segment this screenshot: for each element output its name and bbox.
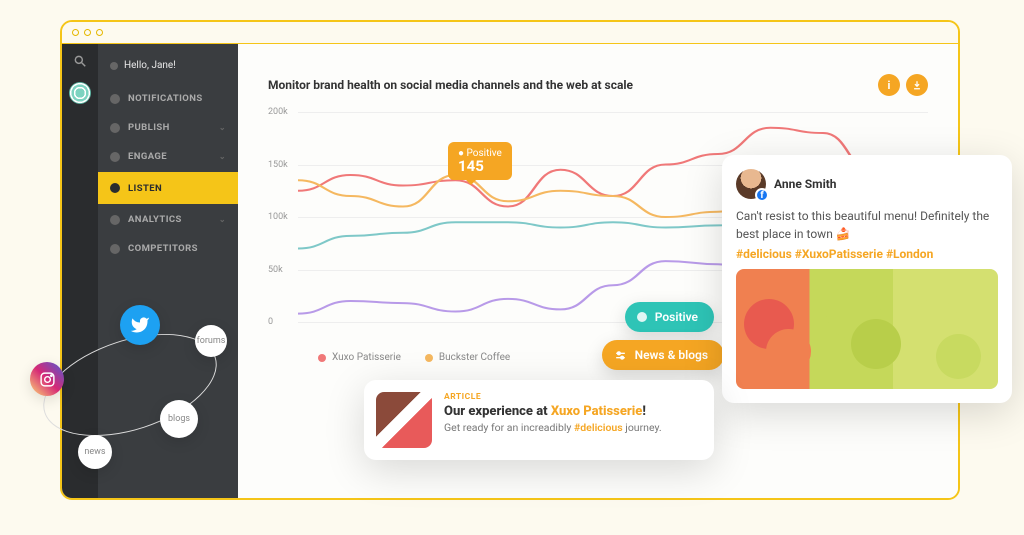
y-tick: 150k <box>268 160 288 170</box>
article-card[interactable]: ARTICLE Our experience at Xuxo Patisseri… <box>364 380 714 460</box>
nav-label: COMPETITORS <box>128 243 198 254</box>
facebook-badge-icon: f <box>755 188 769 202</box>
engage-icon <box>110 152 120 162</box>
post-avatar: f <box>736 169 766 199</box>
tooltip-value: 145 <box>458 159 502 174</box>
instagram-bubble[interactable] <box>30 362 64 396</box>
legend-item[interactable]: Xuxo Patisserie <box>318 352 401 363</box>
post-body: Can't resist to this beautiful menu! Def… <box>736 207 998 243</box>
chevron-down-icon: ⌄ <box>219 123 226 132</box>
traffic-light-close[interactable] <box>72 29 79 36</box>
y-tick: 0 <box>268 317 273 327</box>
bubble-label: news <box>84 447 105 457</box>
legend-item[interactable]: Buckster Coffee <box>425 352 510 363</box>
bell-icon <box>110 94 120 104</box>
nav-label: LISTEN <box>128 183 162 194</box>
y-tick: 200k <box>268 107 288 117</box>
chevron-down-icon: ⌄ <box>219 215 226 224</box>
greeting: Hello, Jane! <box>98 54 238 83</box>
post-image <box>736 269 998 389</box>
user-status-dot <box>110 62 118 70</box>
source-pill-news[interactable]: News & blogs <box>602 340 724 370</box>
legend-label: Xuxo Patisserie <box>332 352 401 363</box>
bubble-label: blogs <box>168 414 190 424</box>
twitter-bubble[interactable] <box>120 305 160 345</box>
info-button[interactable]: i <box>878 74 900 96</box>
nav-notifications[interactable]: NOTIFICATIONS <box>98 85 238 112</box>
nav-engage[interactable]: ENGAGE ⌄ <box>98 143 238 170</box>
article-title: Our experience at Xuxo Patisserie! <box>444 404 702 419</box>
nav-analytics[interactable]: ANALYTICS ⌄ <box>98 206 238 233</box>
nav-label: ENGAGE <box>128 151 167 162</box>
news-bubble[interactable]: news <box>78 435 112 469</box>
nav-label: PUBLISH <box>128 122 170 133</box>
download-button[interactable] <box>906 74 928 96</box>
analytics-icon <box>110 215 120 225</box>
traffic-light-min[interactable] <box>84 29 91 36</box>
y-tick: 50k <box>268 265 283 275</box>
avatar-icon[interactable] <box>69 82 91 104</box>
traffic-light-max[interactable] <box>96 29 103 36</box>
dot-icon <box>637 312 647 322</box>
post-hashtags: #delicious #XuxoPatisserie #London <box>736 247 998 261</box>
greeting-text: Hello, Jane! <box>124 60 176 71</box>
nav-publish[interactable]: PUBLISH ⌄ <box>98 114 238 141</box>
legend-dot <box>425 354 433 362</box>
window-titlebar <box>62 22 958 44</box>
sliders-icon <box>614 349 627 362</box>
publish-icon <box>110 123 120 133</box>
forums-bubble[interactable]: forums <box>195 325 227 357</box>
sentiment-pill-positive[interactable]: Positive <box>625 302 714 332</box>
article-subtitle: Get ready for an increadibly #delicious … <box>444 421 702 434</box>
y-tick: 100k <box>268 212 288 222</box>
legend-label: Buckster Coffee <box>439 352 510 363</box>
pill-label: Positive <box>655 310 698 324</box>
social-post-card[interactable]: f Anne Smith Can't resist to this beauti… <box>722 155 1012 403</box>
article-thumbnail <box>376 392 432 448</box>
legend-dot <box>318 354 326 362</box>
post-author: Anne Smith <box>774 177 837 191</box>
nav-label: ANALYTICS <box>128 214 182 225</box>
pill-label: News & blogs <box>635 348 708 362</box>
source-orbit: forums blogs news <box>30 300 230 480</box>
competitors-icon <box>110 244 120 254</box>
listen-icon <box>110 183 120 193</box>
chevron-down-icon: ⌄ <box>219 152 226 161</box>
search-icon[interactable] <box>73 54 87 68</box>
nav-listen[interactable]: LISTEN <box>98 172 246 204</box>
nav-competitors[interactable]: COMPETITORS <box>98 235 238 262</box>
chart-tooltip: ● Positive 145 <box>448 142 512 180</box>
bubble-label: forums <box>197 336 226 346</box>
article-label: ARTICLE <box>444 392 702 402</box>
blogs-bubble[interactable]: blogs <box>160 400 198 438</box>
nav-label: NOTIFICATIONS <box>128 93 203 104</box>
chart-title: Monitor brand health on social media cha… <box>268 78 633 92</box>
